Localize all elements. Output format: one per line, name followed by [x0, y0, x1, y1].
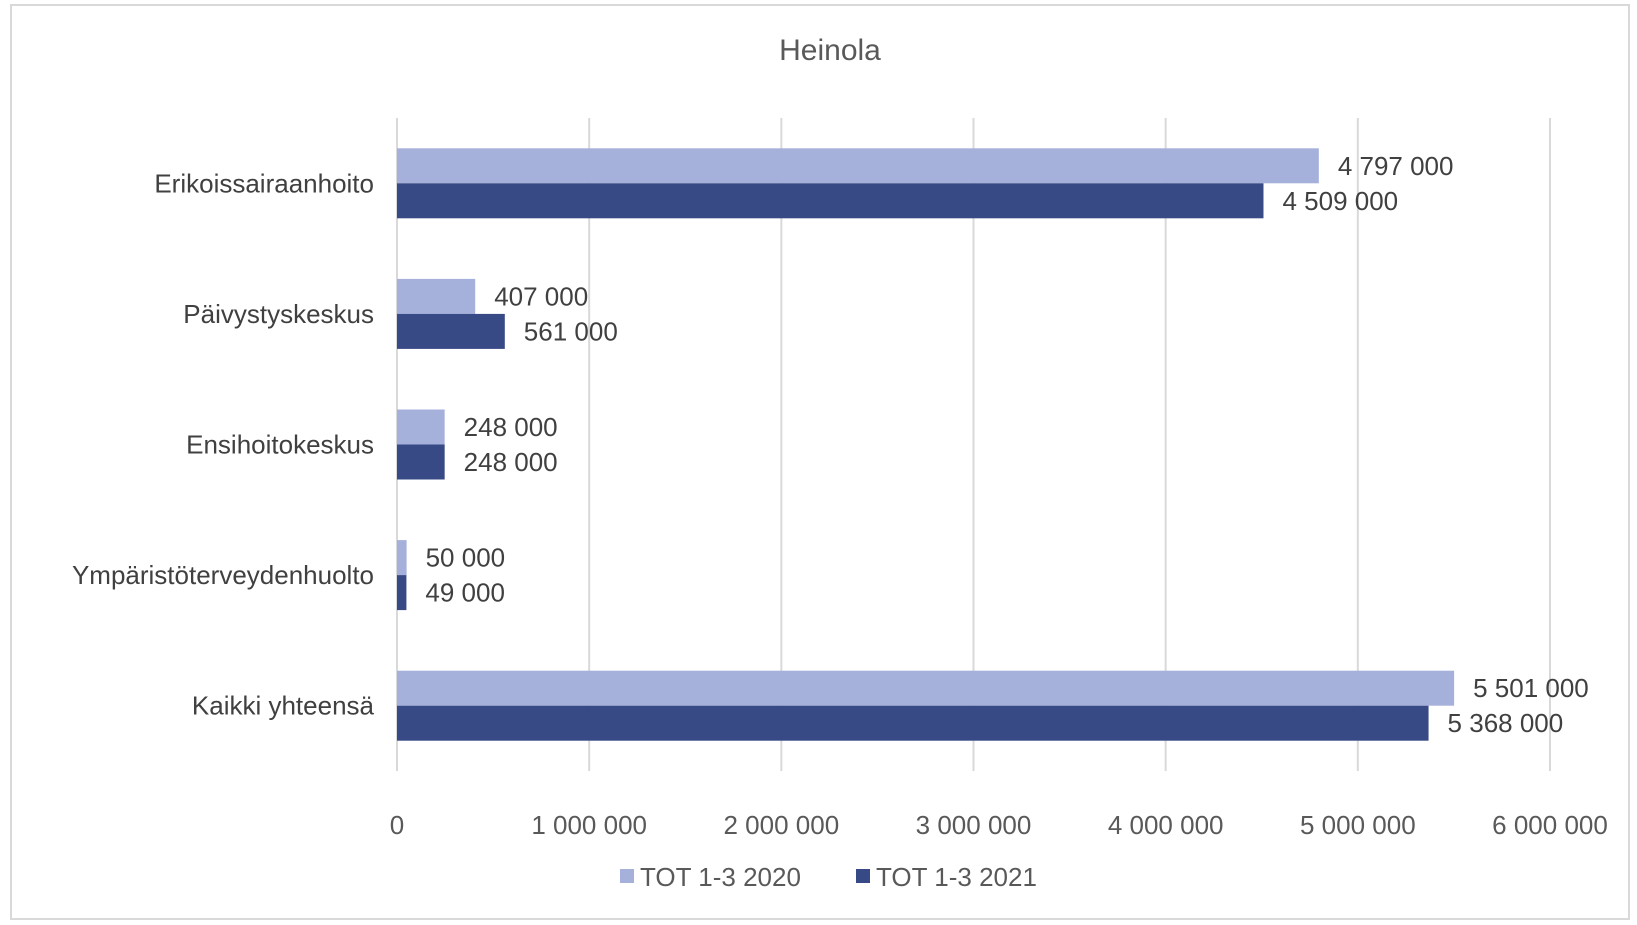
- category-labels: Erikoissairaanhoito Päivystyskeskus Ensiho…: [72, 168, 375, 720]
- data-label: 4 797 000: [1338, 151, 1454, 181]
- data-label: 5 368 000: [1448, 708, 1564, 738]
- bar: [397, 705, 1429, 741]
- data-label: 561 000: [524, 316, 618, 346]
- legend-label: TOT 1-3 2020: [640, 862, 801, 892]
- x-tick-label: 2 000 000: [723, 810, 839, 840]
- data-label: 5 501 000: [1473, 673, 1589, 703]
- category-label: Kaikki yhteensä: [192, 691, 375, 721]
- x-tick-label: 4 000 000: [1108, 810, 1224, 840]
- data-label: 50 000: [426, 543, 506, 573]
- bar: [397, 540, 407, 576]
- legend: TOT 1-3 2020 TOT 1-3 2021: [620, 862, 1037, 892]
- legend-swatch: [620, 869, 634, 883]
- legend-label: TOT 1-3 2021: [876, 862, 1037, 892]
- chart-title: Heinola: [779, 34, 881, 67]
- data-label: 49 000: [425, 578, 505, 608]
- x-tick-label: 3 000 000: [916, 810, 1032, 840]
- legend-swatch: [856, 869, 870, 883]
- bar: [397, 575, 407, 611]
- bar: [397, 313, 505, 349]
- x-axis-tick-labels: 0 1 000 000 2 000 000 3 000 000 4 000 000 5 0…: [390, 810, 1608, 840]
- bar: [397, 409, 445, 445]
- data-labels: 4 797 000 4 509 000 407 000 561 000 248 000 2…: [425, 151, 1588, 738]
- bar: [397, 278, 476, 314]
- data-label: 248 000: [464, 447, 558, 477]
- x-tick-label: 1 000 000: [531, 810, 647, 840]
- data-label: 248 000: [464, 412, 558, 442]
- bar: [397, 148, 1319, 184]
- data-label: 4 509 000: [1282, 186, 1398, 216]
- category-label: Päivystyskeskus: [183, 299, 374, 329]
- data-label: 407 000: [494, 281, 588, 311]
- category-label: Ympäristöterveydenhuolto: [72, 560, 374, 590]
- gridlines: [396, 118, 1551, 771]
- bar: [397, 670, 1455, 706]
- x-tick-label: 5 000 000: [1300, 810, 1416, 840]
- x-tick-label: 6 000 000: [1492, 810, 1608, 840]
- x-tick-label: 0: [390, 810, 404, 840]
- category-label: Erikoissairaanhoito: [154, 168, 374, 198]
- category-label: Ensihoitokeskus: [186, 430, 374, 460]
- bar: [397, 183, 1264, 219]
- bars: [397, 148, 1455, 741]
- bar: [397, 444, 445, 480]
